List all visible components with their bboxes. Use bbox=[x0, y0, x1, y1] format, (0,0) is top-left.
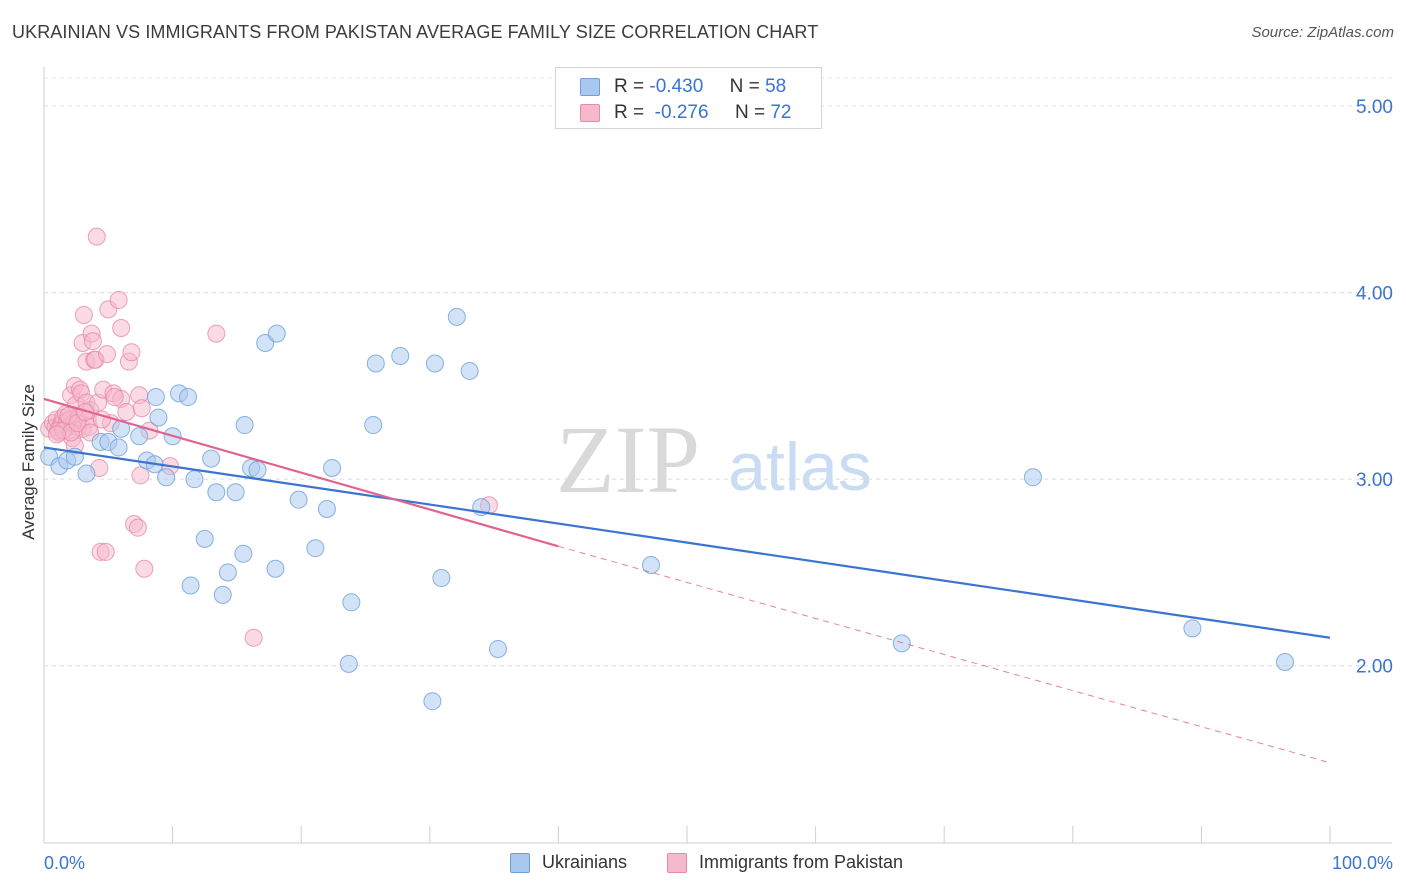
ukrainian-point bbox=[181, 576, 200, 595]
watermark-atlas: atlas bbox=[728, 429, 872, 505]
y-tick-label: 5.00 bbox=[1356, 97, 1393, 118]
r-label: R = bbox=[614, 102, 645, 123]
n-value-ukrainians: 58 bbox=[765, 76, 787, 97]
n-label: N = bbox=[729, 76, 760, 97]
ukrainian-point bbox=[306, 539, 325, 558]
source-credit: Source: ZipAtlas.com bbox=[1251, 24, 1394, 41]
ukrainian-point bbox=[179, 388, 198, 407]
pakistan-point bbox=[112, 319, 131, 338]
pakistan-point bbox=[105, 388, 124, 407]
pakistan-trend-line bbox=[43, 397, 559, 548]
pakistan-trend-extension bbox=[558, 545, 1331, 764]
trend-lines bbox=[43, 397, 1331, 764]
ukrainian-point bbox=[213, 585, 232, 604]
ukrainian-point bbox=[185, 470, 204, 489]
legend-swatch-ukrainians bbox=[510, 853, 530, 873]
correlation-legend: R = -0.430 N = 58 R = -0.276 N = 72 bbox=[555, 67, 822, 129]
tick-labels: 2.00 3.00 4.00 5.00 0.0% 100.0% bbox=[44, 97, 1393, 873]
gridlines bbox=[44, 77, 1392, 667]
ukrainian-point bbox=[234, 544, 253, 563]
ukrainian-point bbox=[391, 347, 410, 366]
x-tick-label: 0.0% bbox=[44, 853, 85, 873]
pakistan-point bbox=[96, 542, 115, 561]
ukrainian-point bbox=[447, 307, 466, 326]
ukrainian-trend-line bbox=[43, 446, 1331, 639]
n-value-pakistan: 72 bbox=[770, 102, 792, 123]
pakistan-point bbox=[98, 345, 117, 364]
watermark: ZIP atlas bbox=[556, 406, 872, 513]
ukrainian-point bbox=[235, 416, 254, 435]
legend-swatch-ukrainians bbox=[580, 78, 600, 96]
ukrainian-point bbox=[157, 468, 176, 487]
ukrainian-point bbox=[317, 500, 336, 519]
pakistan-point bbox=[207, 324, 226, 343]
ukrainian-point bbox=[1275, 653, 1294, 672]
pakistan-point bbox=[128, 518, 147, 537]
n-label: N = bbox=[734, 102, 766, 123]
pakistan-point bbox=[122, 343, 141, 362]
legend-swatch-pakistan bbox=[580, 104, 600, 122]
pakistan-point bbox=[74, 305, 93, 324]
pakistan-point bbox=[109, 291, 128, 310]
ukrainian-point bbox=[226, 483, 245, 502]
pakistan-point bbox=[117, 402, 136, 421]
pakistan-point bbox=[87, 227, 106, 246]
ukrainian-point bbox=[248, 460, 267, 479]
ukrainian-point bbox=[432, 569, 451, 588]
ukrainian-points bbox=[40, 307, 1294, 711]
ukrainian-point bbox=[149, 408, 168, 427]
ukrainian-point bbox=[366, 354, 385, 373]
ukrainian-point bbox=[1023, 468, 1042, 487]
y-tick-label: 4.00 bbox=[1356, 284, 1393, 305]
r-label: R = bbox=[614, 76, 645, 97]
ukrainian-point bbox=[364, 416, 383, 435]
pakistan-point bbox=[135, 559, 154, 578]
legend-swatch-pakistan bbox=[667, 853, 687, 873]
ukrainian-point bbox=[109, 438, 128, 457]
ukrainian-point bbox=[339, 654, 358, 673]
pakistan-point bbox=[132, 399, 151, 418]
legend-label-ukrainians: Ukrainians bbox=[542, 852, 628, 872]
ukrainian-point bbox=[146, 388, 165, 407]
pakistan-point bbox=[131, 466, 150, 485]
ukrainian-point bbox=[460, 361, 479, 380]
x-tick-label: 100.0% bbox=[1332, 853, 1393, 873]
ukrainian-point bbox=[266, 559, 285, 578]
ukrainian-point bbox=[641, 555, 660, 574]
ukrainian-point bbox=[202, 449, 221, 468]
ukrainian-point bbox=[425, 354, 444, 373]
pakistan-point bbox=[76, 402, 95, 421]
chart-title: UKRAINIAN VS IMMIGRANTS FROM PAKISTAN AV… bbox=[12, 22, 819, 42]
pakistan-point bbox=[83, 332, 102, 351]
ukrainian-point bbox=[77, 464, 96, 483]
ukrainian-point bbox=[195, 529, 214, 548]
pakistan-point bbox=[244, 628, 263, 647]
y-tick-label: 2.00 bbox=[1356, 657, 1393, 678]
ukrainian-point bbox=[342, 593, 361, 612]
r-value-ukrainians: -0.430 bbox=[649, 76, 704, 97]
legend-label-pakistan: Immigrants from Pakistan bbox=[699, 852, 904, 872]
y-tick-label: 3.00 bbox=[1356, 470, 1393, 491]
ukrainian-point bbox=[130, 427, 149, 446]
pakistan-point bbox=[47, 425, 66, 444]
r-value-pakistan: -0.276 bbox=[654, 102, 709, 123]
ukrainian-point bbox=[289, 490, 308, 509]
ukrainian-point bbox=[218, 563, 237, 582]
ukrainian-point bbox=[488, 639, 507, 658]
ukrainian-point bbox=[892, 634, 911, 653]
axes bbox=[43, 67, 1392, 844]
ukrainian-point bbox=[1183, 619, 1202, 638]
ukrainian-point bbox=[423, 692, 442, 711]
ukrainian-point bbox=[323, 458, 342, 477]
ukrainian-point bbox=[207, 483, 226, 502]
ukrainian-point bbox=[267, 324, 286, 343]
watermark-zip: ZIP bbox=[556, 406, 700, 513]
pakistan-points bbox=[40, 227, 498, 647]
y-axis-label: Average Family Size bbox=[19, 384, 38, 540]
